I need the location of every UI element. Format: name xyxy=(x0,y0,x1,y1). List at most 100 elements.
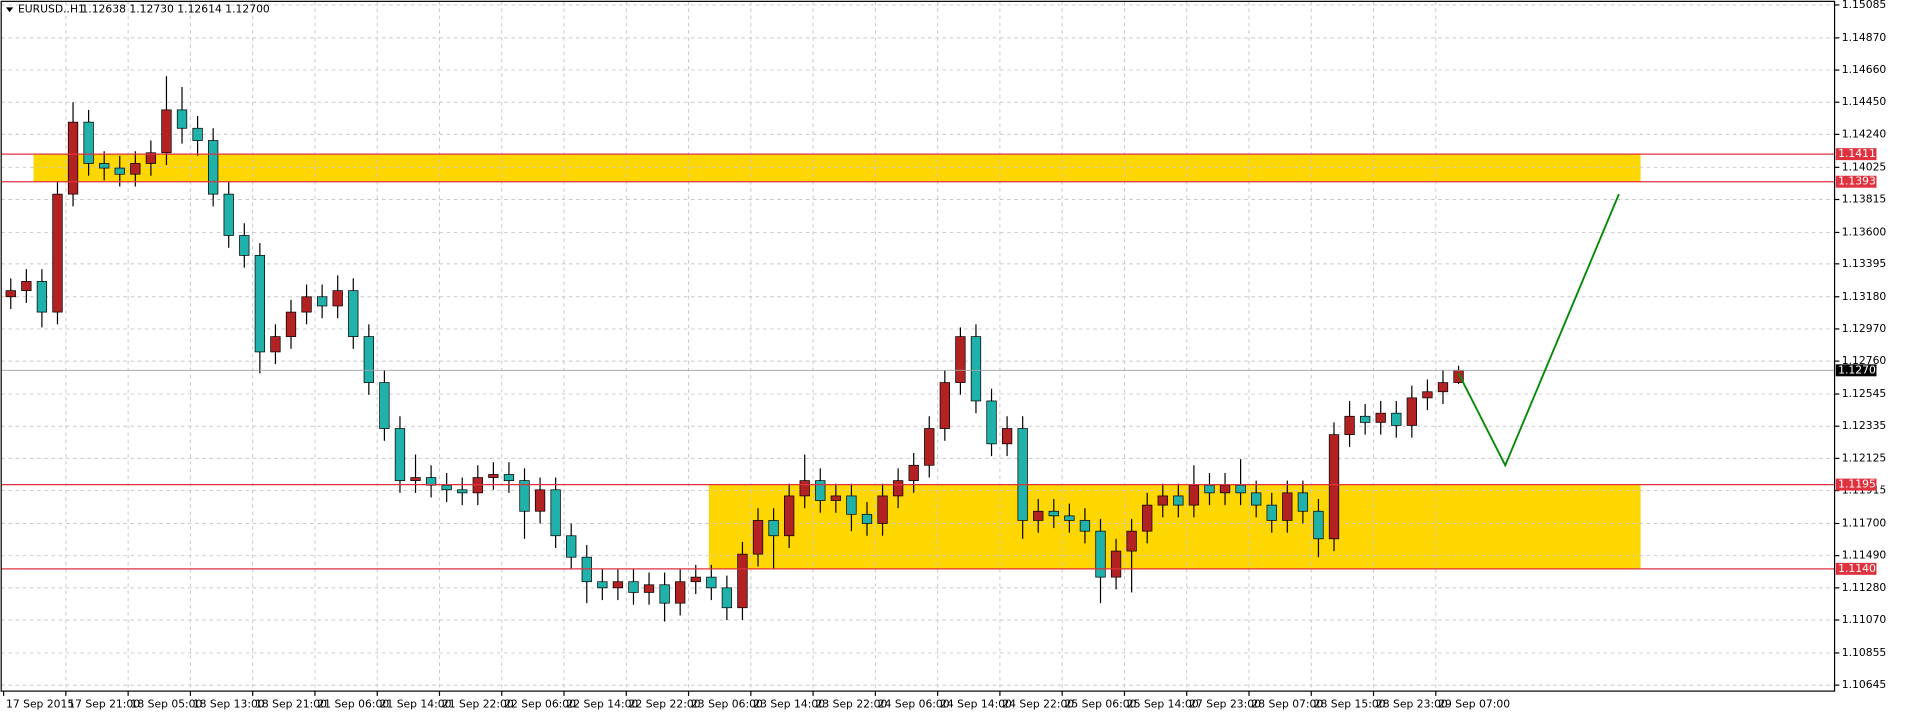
candle-body xyxy=(457,489,468,494)
y-tick-label: 1.11280 xyxy=(1842,581,1887,594)
candle-body xyxy=(223,193,234,236)
y-tick-label: 1.12545 xyxy=(1842,387,1887,400)
candle-body xyxy=(846,495,857,515)
candle-body xyxy=(970,336,982,402)
y-tick-label: 1.13815 xyxy=(1842,192,1887,205)
y-tick-label: 1.13180 xyxy=(1842,290,1887,303)
candle-body xyxy=(5,290,16,298)
candle-body xyxy=(1360,415,1371,423)
current-price-box xyxy=(1835,364,1877,377)
candle-body xyxy=(1391,412,1402,426)
candle-body xyxy=(784,495,795,537)
level-label-box xyxy=(1835,478,1877,491)
candle-body xyxy=(815,480,826,501)
x-tick-label: 17 Sep 2015 xyxy=(6,697,74,710)
y-tick-label: 1.11700 xyxy=(1842,517,1887,530)
candle-body xyxy=(1001,428,1013,445)
candle-body xyxy=(1235,484,1246,494)
x-tick-label: 27 Sep 23:00 xyxy=(1189,697,1261,710)
candle-body xyxy=(145,152,157,164)
candle-body xyxy=(114,167,125,175)
x-tick-label: 24 Sep 06:00 xyxy=(878,697,950,710)
y-tick-label: 1.11490 xyxy=(1842,549,1887,562)
candle-body xyxy=(955,336,966,383)
x-tick-label: 23 Sep 14:00 xyxy=(753,697,825,710)
x-tick-label: 18 Sep 13:00 xyxy=(193,697,265,710)
level-label: 1.11404 xyxy=(1838,562,1883,575)
y-tick-label: 1.12970 xyxy=(1842,322,1887,335)
candle-body xyxy=(1188,484,1200,506)
candle-body xyxy=(1142,504,1153,532)
candle-body xyxy=(877,495,888,524)
y-tick-label: 1.10855 xyxy=(1842,646,1887,659)
projection-line xyxy=(1457,193,1620,468)
candle-body xyxy=(1422,391,1433,399)
y-tick-label: 1.14240 xyxy=(1842,127,1887,140)
current-price-label: 1.12700 xyxy=(1838,363,1883,376)
y-tick-label: 1.13600 xyxy=(1842,225,1887,238)
ohlc-text: 1.12638 1.12730 1.12614 1.12700 xyxy=(81,3,269,16)
candle-body xyxy=(1375,412,1386,423)
candle-body xyxy=(1219,484,1231,494)
x-tick-label: 22 Sep 14:00 xyxy=(566,697,638,710)
x-tick-label: 21 Sep 14:00 xyxy=(380,697,452,710)
x-tick-label: 24 Sep 22:00 xyxy=(1002,697,1074,710)
candle-body xyxy=(1328,434,1340,540)
candle-body xyxy=(192,127,203,141)
candle-body xyxy=(285,311,297,337)
candle-body xyxy=(379,382,390,429)
level-label: 1.14111 xyxy=(1838,147,1883,160)
y-tick-label: 1.13395 xyxy=(1842,257,1887,270)
symbol-title: EURUSD..H1 xyxy=(18,3,85,16)
y-tick-label: 1.14450 xyxy=(1842,95,1887,108)
candle-body xyxy=(1406,397,1418,426)
y-tick-label: 1.14660 xyxy=(1842,63,1887,76)
candle-body xyxy=(612,581,624,589)
candle-body xyxy=(301,296,312,313)
candle-body xyxy=(1033,510,1044,521)
candle-body xyxy=(1282,492,1293,521)
candle-body xyxy=(332,290,343,307)
x-tick-label: 18 Sep 05:00 xyxy=(131,697,203,710)
level-label-box xyxy=(1835,562,1877,575)
candle-body xyxy=(472,477,483,494)
candle-body xyxy=(1095,530,1106,578)
candle-body xyxy=(1079,520,1091,532)
candle-body xyxy=(52,193,63,313)
y-tick-label: 1.10645 xyxy=(1842,678,1887,691)
candle-body xyxy=(519,480,530,512)
x-tick-label: 18 Sep 21:00 xyxy=(255,697,327,710)
candle-body xyxy=(752,520,764,555)
x-tick-label: 28 Sep 15:00 xyxy=(1314,697,1386,710)
candle-body xyxy=(1110,550,1122,578)
candle-body xyxy=(566,535,577,558)
x-tick-label: 25 Sep 06:00 xyxy=(1065,697,1137,710)
x-tick-label: 24 Sep 14:00 xyxy=(940,697,1012,710)
candle-body xyxy=(1064,515,1075,521)
candle-body xyxy=(316,296,328,307)
candle-body xyxy=(410,477,421,481)
candle-body xyxy=(721,587,733,609)
candle-body xyxy=(986,400,997,445)
candle-body xyxy=(270,336,281,353)
candle-body xyxy=(892,480,904,497)
candle-body xyxy=(488,474,499,478)
candle-body xyxy=(83,121,94,164)
candle-body xyxy=(939,382,950,429)
plot-border xyxy=(0,0,1836,692)
candle-body xyxy=(1297,492,1309,512)
candle-body xyxy=(534,489,546,512)
candle-body xyxy=(1251,492,1262,506)
candle-body xyxy=(441,484,452,491)
candle-body xyxy=(21,281,32,292)
x-tick-label: 22 Sep 06:00 xyxy=(504,697,576,710)
candle-body xyxy=(706,576,717,589)
candle-body xyxy=(36,281,48,313)
candle-body xyxy=(239,235,250,256)
menu-arrow xyxy=(5,7,14,13)
candle-body xyxy=(348,290,359,337)
candle-body xyxy=(659,584,670,604)
x-tick-label: 21 Sep 22:00 xyxy=(442,697,514,710)
plot xyxy=(1,1,1835,692)
